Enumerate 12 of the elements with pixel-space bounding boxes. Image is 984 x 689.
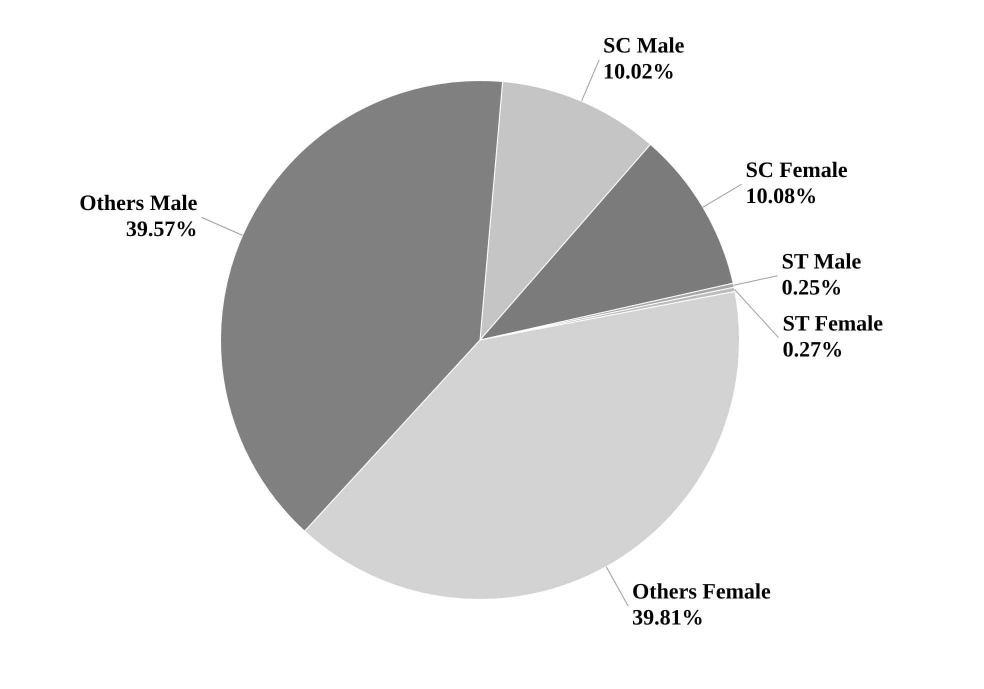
slice-label: Others Male (79, 190, 198, 215)
slice-label: SC Male (603, 32, 685, 58)
data-label: 10.08% (746, 182, 818, 208)
data-label: 39.57% (126, 216, 198, 241)
data-label: 0.25% (782, 274, 842, 300)
data-label: 0.27% (782, 336, 844, 362)
slice-label: ST Male (782, 248, 862, 274)
data-label: 10.02% (603, 58, 675, 84)
slice-label: Others Female (632, 578, 772, 604)
slice-label: SC Female (746, 156, 848, 182)
slice-label: ST Female (782, 310, 884, 336)
data-label: 39.81% (632, 604, 704, 630)
